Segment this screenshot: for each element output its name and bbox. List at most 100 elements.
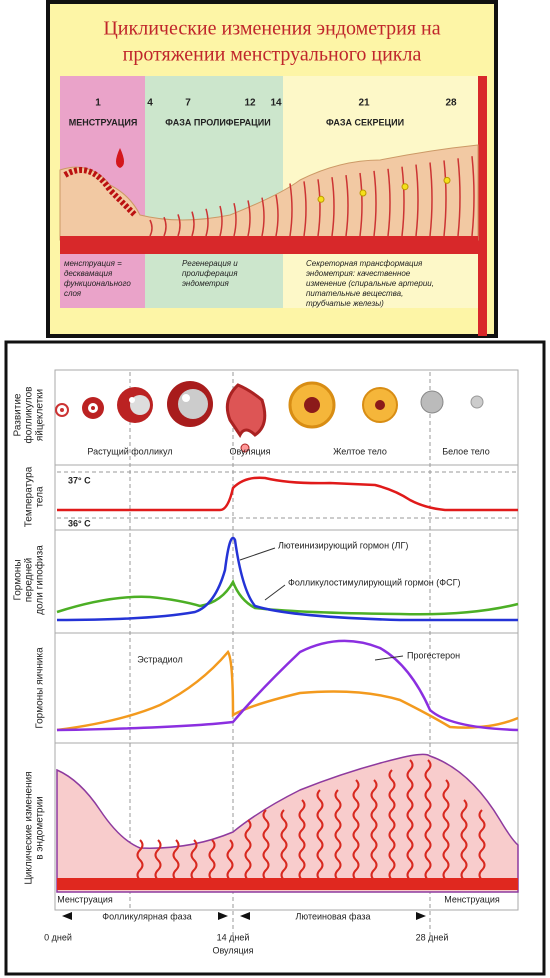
row-label: яйцеклетки bbox=[35, 389, 46, 441]
gland bbox=[177, 214, 181, 237]
gland bbox=[387, 168, 391, 237]
proliferation-zone bbox=[145, 76, 283, 308]
gland bbox=[233, 203, 237, 237]
follicles bbox=[55, 381, 484, 453]
note-line: изменение (спиральные артерии, bbox=[306, 279, 434, 288]
row-label: в эндометрии bbox=[35, 796, 46, 860]
glands bbox=[136, 759, 486, 881]
gland bbox=[471, 156, 475, 237]
lh-curve bbox=[56, 536, 518, 622]
gland bbox=[478, 809, 486, 881]
hormone-label: Прогестерон bbox=[407, 650, 460, 660]
row-label: Циклические изменения bbox=[24, 771, 35, 884]
phase-label: Лютеиновая фаза bbox=[296, 911, 371, 921]
gland bbox=[190, 839, 198, 881]
notes: менструация =десквамацияфункциональногос… bbox=[64, 259, 434, 308]
gland bbox=[262, 809, 270, 881]
title-line: Циклические изменения эндометрия на bbox=[103, 18, 440, 40]
gland bbox=[149, 219, 153, 237]
row-label: Гормоны яичника bbox=[35, 647, 46, 729]
gland bbox=[457, 158, 461, 237]
hormone-label: Эстрадиол bbox=[137, 654, 182, 664]
stage-label: Белое тело bbox=[442, 446, 490, 456]
blood-drop bbox=[116, 148, 124, 168]
day-label: 12 bbox=[244, 98, 256, 109]
hormone-label: Фолликулостимулирующий гормон (ФСГ) bbox=[288, 577, 460, 587]
gland bbox=[443, 160, 447, 237]
gland bbox=[205, 208, 209, 237]
fsh-curve bbox=[56, 579, 519, 616]
row-label: доли гипофиза bbox=[34, 545, 46, 615]
stage-label: Желтое тело bbox=[333, 446, 387, 456]
row-label: Гормоны bbox=[13, 559, 24, 600]
pointer bbox=[239, 547, 276, 561]
tissue bbox=[59, 144, 479, 241]
gland bbox=[345, 175, 349, 237]
secretion bbox=[359, 189, 367, 197]
edge-bar bbox=[478, 76, 487, 336]
note-line: Секреторная трансформация bbox=[306, 259, 423, 268]
row-label: тела bbox=[35, 486, 46, 508]
row-labels: Развитие фолликулов яйцеклетки Температура т… bbox=[13, 387, 46, 885]
shedding-tissue bbox=[63, 167, 138, 218]
phase-label: ФАЗА ПРОЛИФЕРАЦИИ bbox=[165, 117, 270, 127]
day-label: 7 bbox=[185, 98, 191, 109]
day-label: 28 дней bbox=[416, 932, 449, 942]
gland bbox=[163, 216, 167, 237]
note-line: пролиферация bbox=[182, 269, 238, 278]
gland bbox=[247, 200, 251, 237]
gland bbox=[359, 172, 363, 237]
basal-layer bbox=[57, 878, 518, 890]
temp-label: 36° C bbox=[68, 518, 91, 528]
secretion bbox=[401, 183, 409, 191]
day-label: 0 дней bbox=[44, 932, 72, 942]
stage-label: Растущий фолликул bbox=[87, 446, 172, 456]
gland bbox=[460, 799, 468, 881]
gland bbox=[154, 839, 162, 881]
gland bbox=[226, 839, 234, 881]
day-label: 14 дней bbox=[217, 932, 250, 942]
secretion bbox=[317, 195, 325, 203]
endometrium-tissue bbox=[56, 753, 519, 893]
stage-label: Овуляция bbox=[229, 446, 270, 456]
chart-frame bbox=[54, 369, 519, 911]
gland bbox=[191, 211, 195, 237]
gland bbox=[316, 789, 324, 881]
title-line: протяжении менструального цикла bbox=[123, 44, 422, 66]
phase-label: ФАЗА СЕКРЕЦИИ bbox=[326, 117, 404, 127]
secretion bbox=[443, 176, 451, 184]
note-line: трубчатые железы) bbox=[306, 299, 384, 308]
day-label: 1 bbox=[95, 98, 101, 109]
note-line: Регенерация и bbox=[182, 259, 238, 268]
day-label: 28 bbox=[445, 98, 457, 109]
gland bbox=[208, 839, 216, 881]
basal-layer bbox=[60, 236, 478, 254]
gland bbox=[219, 205, 223, 237]
note-line: эндометрия bbox=[182, 279, 230, 288]
row-label: передней bbox=[24, 558, 35, 602]
day-label: 21 bbox=[358, 98, 370, 109]
note-line: слоя bbox=[64, 289, 82, 298]
ovulation-label: Овуляция bbox=[212, 945, 253, 955]
note-line: менструация = bbox=[64, 259, 122, 268]
phase-label: МЕНСТРУАЦИЯ bbox=[69, 117, 138, 127]
gland bbox=[334, 789, 342, 881]
estradiol-curve bbox=[56, 649, 519, 732]
gland bbox=[370, 779, 378, 881]
gland bbox=[331, 177, 335, 237]
row-label: Развитие bbox=[13, 393, 24, 436]
gland bbox=[442, 779, 450, 881]
hormone-label: Лютеинизирующий гормон (ЛГ) bbox=[278, 540, 408, 550]
phase-arrows bbox=[62, 912, 426, 920]
gland bbox=[280, 809, 288, 881]
endometrium-label: Менструация bbox=[57, 894, 113, 904]
gland bbox=[317, 179, 321, 237]
gland bbox=[298, 799, 306, 881]
endometrium-label: Менструация bbox=[444, 894, 500, 904]
gland bbox=[352, 779, 360, 881]
gland bbox=[415, 164, 419, 237]
phase-label: Фолликулярная фаза bbox=[102, 911, 191, 921]
gland bbox=[406, 759, 414, 881]
gland bbox=[388, 769, 396, 881]
